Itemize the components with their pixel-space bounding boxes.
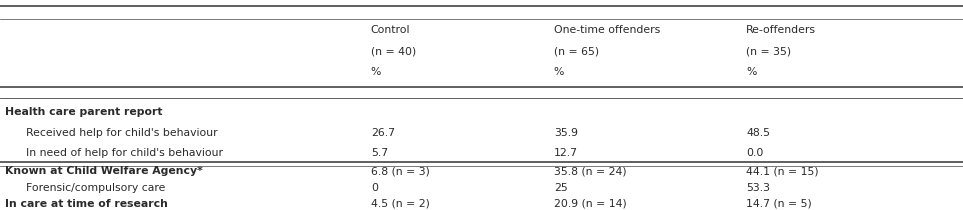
Text: 35.9: 35.9 — [554, 128, 578, 138]
Text: %: % — [746, 67, 757, 77]
Text: 4.5 (n = 2): 4.5 (n = 2) — [371, 199, 429, 209]
Text: In need of help for child's behaviour: In need of help for child's behaviour — [26, 148, 223, 158]
Text: 48.5: 48.5 — [746, 128, 770, 138]
Text: (n = 65): (n = 65) — [554, 46, 599, 56]
Text: 53.3: 53.3 — [746, 183, 770, 193]
Text: 35.8 (n = 24): 35.8 (n = 24) — [554, 166, 626, 176]
Text: 25: 25 — [554, 183, 567, 193]
Text: 20.9 (n = 14): 20.9 (n = 14) — [554, 199, 627, 209]
Text: Re-offenders: Re-offenders — [746, 25, 817, 35]
Text: Control: Control — [371, 25, 410, 35]
Text: Forensic/compulsory care: Forensic/compulsory care — [26, 183, 166, 193]
Text: %: % — [371, 67, 381, 77]
Text: 0.0: 0.0 — [746, 148, 764, 158]
Text: 5.7: 5.7 — [371, 148, 388, 158]
Text: 26.7: 26.7 — [371, 128, 395, 138]
Text: 0: 0 — [371, 183, 377, 193]
Text: (n = 35): (n = 35) — [746, 46, 792, 56]
Text: In care at time of research: In care at time of research — [5, 199, 168, 209]
Text: Health care parent report: Health care parent report — [5, 107, 163, 117]
Text: 44.1 (n = 15): 44.1 (n = 15) — [746, 166, 819, 176]
Text: 6.8 (n = 3): 6.8 (n = 3) — [371, 166, 429, 176]
Text: Known at Child Welfare Agency*: Known at Child Welfare Agency* — [5, 166, 202, 176]
Text: Received help for child's behaviour: Received help for child's behaviour — [26, 128, 218, 138]
Text: %: % — [554, 67, 564, 77]
Text: 14.7 (n = 5): 14.7 (n = 5) — [746, 199, 812, 209]
Text: (n = 40): (n = 40) — [371, 46, 416, 56]
Text: 12.7: 12.7 — [554, 148, 578, 158]
Text: One-time offenders: One-time offenders — [554, 25, 660, 35]
